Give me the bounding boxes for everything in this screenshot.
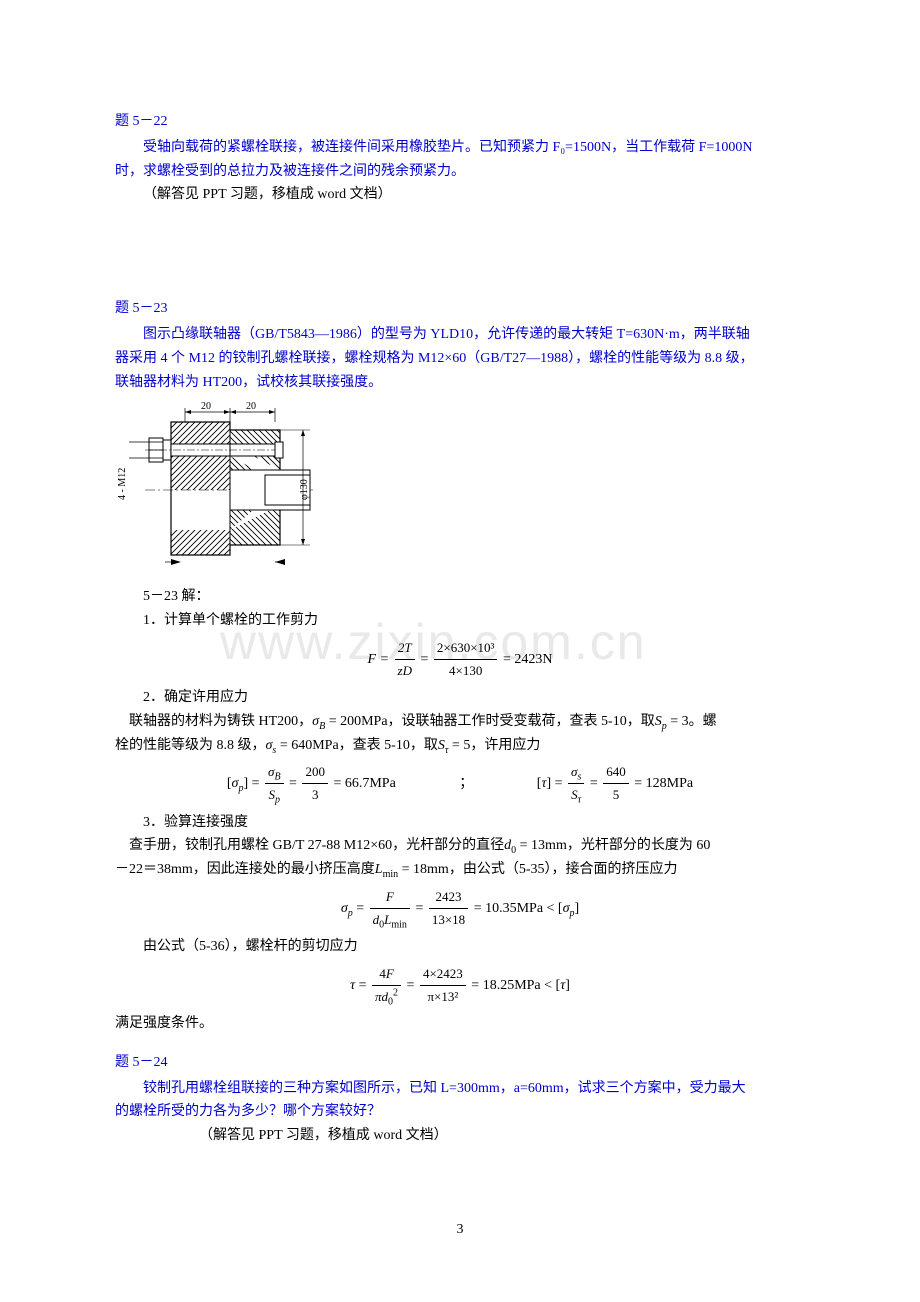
- eq4: τ = 4Fπd02 = 4×2423π×13² = 18.25MPa < [τ…: [115, 963, 805, 1008]
- p2f: ，许用应力: [470, 738, 540, 753]
- eq1: F = 2TzD = 2×630×10³4×130 = 2423N: [115, 637, 805, 682]
- eq4-f2d: π×13²: [420, 986, 466, 1008]
- diagram-svg: 4 - M12 20 20: [115, 400, 325, 570]
- q23-step1: 1．计算单个螺栓的工作剪力: [115, 609, 805, 633]
- eq3-f2n: 2423: [429, 886, 468, 909]
- eq1-lhs: F =: [368, 652, 390, 667]
- q24-note: （解答见 PPT 习题，移植成 word 文档）: [115, 1124, 805, 1148]
- eq2b-f2n: 640: [603, 761, 629, 784]
- p3d: ，由公式（5-35），接合面的挤压应力: [449, 862, 678, 877]
- p3c: －22＝38mm，因此连接处的最小挤压高度: [115, 862, 375, 877]
- q23-p1c: 联轴器材料为 HT200，试校核其联接强度。: [115, 371, 805, 395]
- coupling-diagram: 4 - M12 20 20: [115, 400, 805, 579]
- q24-p1a: 铰制孔用螺栓组联接的三种方案如图所示，已知 L=300mm，a=60mm，试求三…: [115, 1077, 805, 1101]
- eq1-f2n: 2×630×10³: [434, 637, 498, 660]
- q22-line1: 受轴向载荷的紧螺栓联接，被连接件间采用橡胶垫片。已知预紧力 F₀=1500N，当…: [115, 136, 805, 160]
- document-page: www.zixin.com.cn 题 5－22 受轴向载荷的紧螺栓联接，被连接件…: [0, 0, 920, 1302]
- dim-20a: 20: [201, 401, 211, 412]
- q23-sol-label: 5－23 解：: [115, 585, 805, 609]
- eq2b-f2d: 5: [603, 784, 629, 806]
- p2c: 。螺: [689, 714, 717, 729]
- p3b: ，光杆部分的长度为 60: [567, 838, 711, 853]
- p2e: ，查表 5-10，取: [339, 738, 438, 753]
- dim-phi130: φ130: [299, 480, 310, 501]
- p2b: ，设联轴器工作时受变载荷，查表 5-10，取: [388, 714, 655, 729]
- eq3-f2d: 13×18: [429, 909, 468, 931]
- q22-title: 题 5－22: [115, 110, 805, 134]
- q23-step3: 3．验算连接强度: [115, 811, 805, 835]
- eq1-f1n: 2T: [395, 637, 415, 660]
- q23-title: 题 5－23: [115, 297, 805, 321]
- q23-p1a: 图示凸缘联轴器（GB/T5843—1986）的型号为 YLD10，允许传递的最大…: [115, 323, 805, 347]
- p2d: 栓的性能等级为 8.8 级，: [115, 738, 266, 753]
- q23-p2-line1: 联轴器的材料为铸铁 HT200，σB = 200MPa，设联轴器工作时受变载荷，…: [115, 710, 805, 734]
- eq2b-res: = 128MPa: [634, 776, 693, 791]
- p2a: 联轴器的材料为铸铁 HT200，: [129, 714, 312, 729]
- eq1-f2d: 4×130: [434, 660, 498, 682]
- p3a: 查手册，铰制孔用螺栓 GB/T 27-88 M12×60，光杆部分的直径: [129, 838, 504, 853]
- q22-note: （解答见 PPT 习题，移植成 word 文档）: [115, 183, 805, 207]
- dim-20b: 20: [246, 401, 256, 412]
- eq1-f1d: zD: [395, 660, 415, 682]
- label-4m12: 4 - M12: [117, 468, 128, 500]
- eq3: σp = Fd0Lmin = 242313×18 = 10.35MPa < [σ…: [115, 886, 805, 931]
- eq2a-f2d: 3: [302, 784, 328, 806]
- page-content: 题 5－22 受轴向载荷的紧螺栓联接，被连接件间采用橡胶垫片。已知预紧力 F₀=…: [115, 110, 805, 1148]
- eq2: [σp] = σBSp = 2003 = 66.7MPa ； [τ] = σsS…: [115, 761, 805, 806]
- spacer: [115, 207, 805, 297]
- q22-line2: 时，求螺栓受到的总拉力及被连接件之间的残余预紧力。: [115, 160, 805, 184]
- eq4-f2n: 4×2423: [420, 963, 466, 986]
- eq2a-f2n: 200: [302, 761, 328, 784]
- q23-p3-line2: －22＝38mm，因此连接处的最小挤压高度Lmin = 18mm，由公式（5-3…: [115, 858, 805, 882]
- q24-p1b: 的螺栓所受的力各为多少？哪个方案较好？: [115, 1100, 805, 1124]
- q23-p2-line2: 栓的性能等级为 8.8 级，σs = 640MPa，查表 5-10，取Sτ = …: [115, 734, 805, 758]
- q23-p4: 由公式（5-36），螺栓杆的剪切应力: [115, 935, 805, 959]
- q23-p1b: 器采用 4 个 M12 的铰制孔螺栓联接，螺栓规格为 M12×60（GB/T27…: [115, 347, 805, 371]
- q24-title: 题 5－24: [115, 1051, 805, 1075]
- eq1-res: = 2423N: [503, 652, 553, 667]
- q23-step2: 2．确定许用应力: [115, 686, 805, 710]
- eq2a-res: = 66.7MPa: [333, 776, 395, 791]
- eq-sep: ；: [459, 776, 473, 791]
- q23-p5: 满足强度条件。: [115, 1012, 805, 1036]
- page-number: 3: [0, 1218, 920, 1242]
- q23-p3-line1: 查手册，铰制孔用螺栓 GB/T 27-88 M12×60，光杆部分的直径d0 =…: [115, 834, 805, 858]
- spacer2: [115, 1036, 805, 1051]
